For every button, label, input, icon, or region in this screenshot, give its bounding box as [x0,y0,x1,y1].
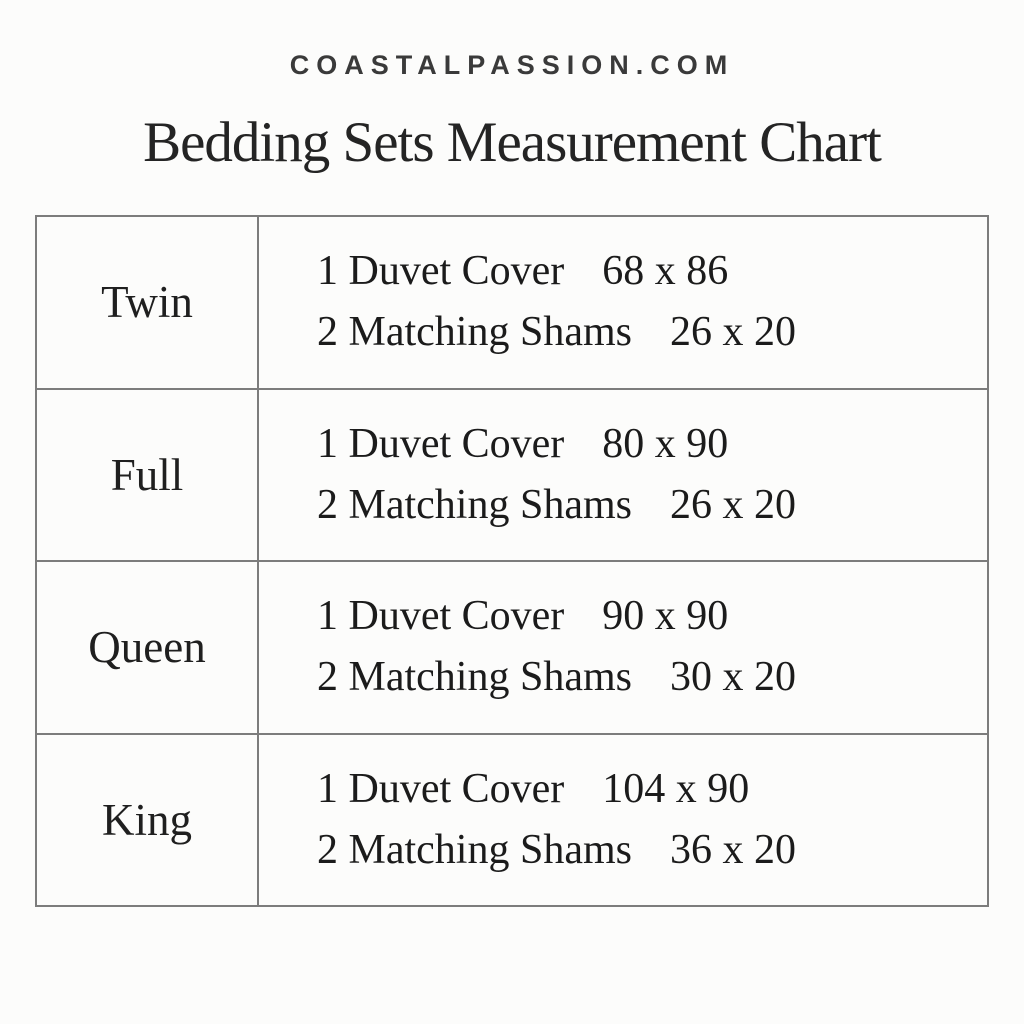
bed-size-label: King [102,794,192,845]
measurement-table: Twin 1 Duvet Cover 68 x 86 2 Matching Sha… [35,215,989,907]
item-dimensions: 26 x 20 [669,309,796,356]
item-name: 1 Duvet Cover [317,420,565,467]
item-name: 1 Duvet Cover [317,593,565,640]
bed-size-label: Queen [88,622,206,673]
table-row-king: King 1 Duvet Cover 104 x 90 2 Matching Sh… [37,734,987,906]
item-name: 2 Matching Shams [317,826,632,873]
item-name: 2 Matching Shams [317,654,632,701]
item-line: 2 Matching Shams 30 x 20 [317,647,987,708]
item-dimensions: 68 x 86 [602,248,729,295]
row-items-cell: 1 Duvet Cover 104 x 90 2 Matching Shams 36… [259,735,987,906]
row-items-cell: 1 Duvet Cover 80 x 90 2 Matching Shams 26 … [259,390,987,561]
item-name: 2 Matching Shams [317,309,632,356]
item-line: 1 Duvet Cover 90 x 90 [317,586,987,647]
page-title: Bedding Sets Measurement Chart [143,111,882,174]
bed-size-cell: Full [37,389,259,560]
bed-size-cell: Queen [37,562,259,733]
item-line: 1 Duvet Cover 68 x 86 [317,241,987,302]
site-name: COASTALPASSION.COM [289,50,735,80]
item-line: 1 Duvet Cover 80 x 90 [317,414,987,475]
bed-size-label: Twin [101,277,193,328]
bed-size-label: Full [110,449,184,500]
item-name: 1 Duvet Cover [317,248,565,295]
item-line: 2 Matching Shams 36 x 20 [317,820,987,881]
bed-size-cell: King [37,734,259,905]
item-line: 2 Matching Shams 26 x 20 [317,475,987,536]
item-name: 1 Duvet Cover [317,765,565,812]
item-line: 1 Duvet Cover 104 x 90 [317,759,987,820]
row-items-cell: 1 Duvet Cover 90 x 90 2 Matching Shams 30 … [259,562,987,733]
item-dimensions: 104 x 90 [602,765,750,812]
item-line: 2 Matching Shams 26 x 20 [317,302,987,363]
item-dimensions: 80 x 90 [602,420,729,467]
bed-size-cell: Twin [37,217,259,388]
item-dimensions: 26 x 20 [669,481,796,528]
item-dimensions: 90 x 90 [602,593,729,640]
item-dimensions: 30 x 20 [669,654,796,701]
row-items-cell: 1 Duvet Cover 68 x 86 2 Matching Shams 26 … [259,217,987,388]
table-row-full: Full 1 Duvet Cover 80 x 90 2 Matching Sha… [37,389,987,562]
item-name: 2 Matching Shams [317,481,632,528]
table-row-queen: Queen 1 Duvet Cover 90 x 90 2 Matching Sh… [37,562,987,735]
item-dimensions: 36 x 20 [669,826,796,873]
table-row-twin: Twin 1 Duvet Cover 68 x 86 2 Matching Sha… [37,217,987,390]
